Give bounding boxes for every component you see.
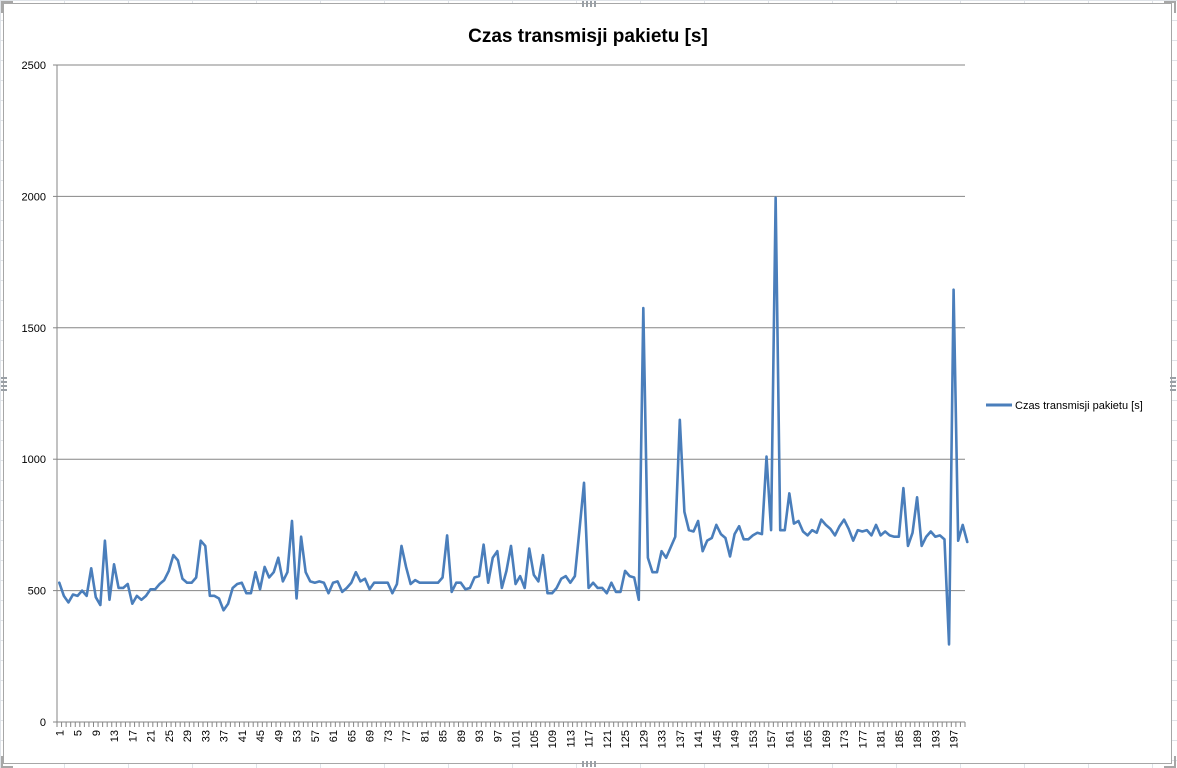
chart-title: Czas transmisji pakietu [s] [468, 26, 708, 47]
x-tick-label: 45 [255, 730, 267, 742]
x-tick-label: 101 [511, 730, 523, 748]
left-resize-handle[interactable] [1, 377, 7, 391]
legend[interactable]: Czas transmisji pakietu [s] [986, 400, 1143, 412]
y-tick-label: 2500 [22, 60, 46, 72]
x-tick-label: 121 [602, 730, 614, 748]
x-tick-label: 81 [419, 730, 431, 742]
y-axis: 0 500 1000 1500 2000 2500 [22, 60, 58, 729]
top-resize-handle[interactable] [582, 1, 596, 7]
x-tick-label: 197 [949, 730, 961, 748]
x-tick-label: 157 [766, 730, 778, 748]
x-tick-label: 5 [73, 730, 85, 736]
top-left-corner-handle[interactable] [1, 1, 13, 13]
x-tick-label: 65 [346, 730, 358, 742]
x-tick-label: 1 [54, 730, 66, 736]
x-tick-label: 89 [456, 730, 468, 742]
x-tick-label: 85 [438, 730, 450, 742]
x-tick-label: 149 [730, 730, 742, 748]
x-tick-label: 25 [164, 730, 176, 742]
x-tick-label: 109 [547, 730, 559, 748]
x-tick-label: 133 [657, 730, 669, 748]
legend-label: Czas transmisji pakietu [s] [1015, 400, 1143, 412]
x-tick-label: 57 [310, 730, 322, 742]
x-tick-label: 185 [894, 730, 906, 748]
x-tick-label: 37 [219, 730, 231, 742]
x-tick-label: 93 [474, 730, 486, 742]
x-tick-label: 177 [857, 730, 869, 748]
y-tick-label: 1000 [22, 454, 46, 466]
y-tick-label: 1500 [22, 323, 46, 335]
x-tick-label: 33 [200, 730, 212, 742]
x-tick-label: 165 [803, 730, 815, 748]
right-resize-handle[interactable] [1170, 377, 1176, 391]
x-tick-label: 173 [839, 730, 851, 748]
x-tick-label: 49 [273, 730, 285, 742]
x-tick-label: 137 [675, 730, 687, 748]
x-tick-label: 41 [237, 730, 249, 742]
x-tick-label: 141 [693, 730, 705, 748]
chart-area[interactable] [3, 3, 1172, 764]
gridlines [57, 64, 965, 592]
x-tick-label: 53 [292, 730, 304, 742]
x-tick-label: 129 [638, 730, 650, 748]
x-tick-label: 125 [620, 730, 632, 748]
x-tick-label: 97 [492, 730, 504, 742]
top-right-corner-handle[interactable] [1164, 1, 1176, 13]
bottom-left-corner-handle[interactable] [1, 756, 13, 768]
x-tick-label: 153 [748, 730, 760, 748]
x-tick-label: 145 [711, 730, 723, 748]
x-tick-label: 29 [182, 730, 194, 742]
x-tick-label: 77 [401, 730, 413, 742]
x-tick-label: 21 [146, 730, 158, 742]
bottom-right-corner-handle[interactable] [1164, 756, 1176, 768]
x-axis: 1 5 9 13 17 21 25 29 33 37 41 45 49 53 57 61 65 69 73 77 81 8… [54, 721, 966, 748]
series-layer [57, 196, 969, 646]
x-tick-label: 69 [365, 730, 377, 742]
y-tick-label: 0 [40, 717, 46, 729]
x-tick-label: 117 [584, 730, 596, 748]
series-line [57, 196, 969, 646]
x-tick-label: 161 [784, 730, 796, 748]
x-tick-label: 61 [328, 730, 340, 742]
x-tick-label: 105 [529, 730, 541, 748]
bottom-resize-handle[interactable] [582, 761, 596, 767]
x-tick-label: 17 [127, 730, 139, 742]
x-tick-label: 193 [930, 730, 942, 748]
y-tick-label: 500 [28, 586, 46, 598]
x-tick-label: 9 [91, 730, 103, 736]
x-tick-label: 169 [821, 730, 833, 748]
x-tick-label: 73 [383, 730, 395, 742]
x-tick-label: 113 [565, 730, 577, 748]
x-tick-label: 181 [876, 730, 888, 748]
x-tick-label: 13 [109, 730, 121, 742]
y-tick-label: 2000 [22, 191, 46, 203]
x-tick-label: 189 [912, 730, 924, 748]
